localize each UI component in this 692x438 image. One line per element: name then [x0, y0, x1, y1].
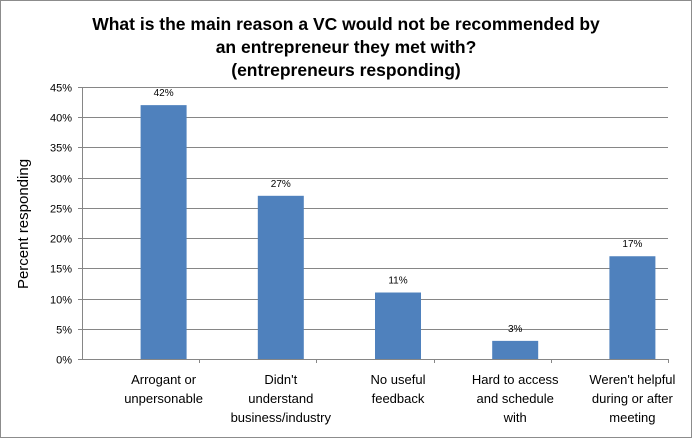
chart-title-line: an entrepreneur they met with? [215, 37, 477, 57]
y-tick-label: 10% [50, 295, 72, 307]
bar [375, 292, 421, 359]
chart-title-line: (entrepreneurs responding) [231, 60, 461, 80]
x-category-label-line: and schedule [477, 391, 554, 406]
bar [492, 340, 539, 359]
x-category-label: Arrogant or unpersonable [124, 372, 203, 406]
x-category-label-line: with [503, 410, 527, 425]
x-category-label-line: understand [248, 391, 313, 406]
y-tick-label: 25% [50, 204, 72, 216]
x-category-label-line: business/industry [231, 410, 332, 425]
x-category-label-line: meeting [609, 410, 655, 425]
x-category-label-line: Didn't [264, 372, 297, 387]
bar [609, 256, 656, 359]
x-category-label-line: Weren't helpful [589, 372, 675, 387]
data-label: 27% [271, 179, 291, 190]
data-label: 3% [508, 324, 523, 335]
y-tick-label: 20% [50, 234, 72, 246]
y-tick-label: 0% [56, 355, 72, 367]
y-tick-label: 35% [50, 143, 72, 155]
x-category-label: Didn't understand business/industry [231, 372, 332, 425]
x-category-label-line: No useful [371, 372, 426, 387]
x-category-label: No useful feedback [371, 372, 426, 406]
x-category-label-line: feedback [372, 391, 425, 406]
y-tick-label: 30% [50, 174, 72, 186]
y-tick-label: 5% [56, 325, 72, 337]
chart-title-line: What is the main reason a VC would not b… [92, 14, 600, 34]
chart-title: What is the main reason a VC would not b… [1, 13, 691, 82]
x-category-label-line: Hard to access [472, 372, 559, 387]
bar [140, 105, 187, 359]
y-tick-label: 45% [50, 83, 72, 95]
x-category-label: Weren't helpful during or after meeting [589, 372, 675, 425]
data-label: 17% [622, 239, 642, 250]
data-label: 42% [154, 88, 174, 99]
data-label: 11% [388, 276, 407, 287]
x-category-label-line: during or after [592, 391, 674, 406]
y-tick-label: 40% [50, 113, 72, 125]
x-category-label-line: unpersonable [124, 391, 203, 406]
x-category-label-line: Arrogant or [131, 372, 197, 387]
y-axis-title: Percent responding [15, 159, 32, 289]
bar [257, 195, 304, 359]
x-category-label: Hard to access and schedule with [472, 372, 559, 425]
y-tick-label: 15% [50, 264, 72, 276]
